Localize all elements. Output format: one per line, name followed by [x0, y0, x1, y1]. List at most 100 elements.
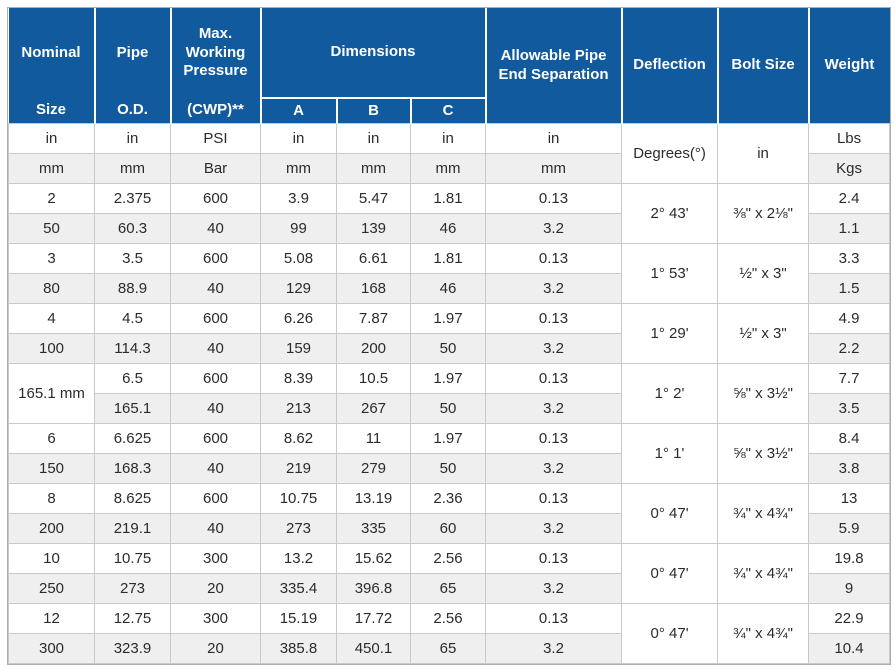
- cell-od-in: 10.75: [94, 543, 171, 574]
- cell-cwp-in: 600: [170, 483, 261, 514]
- cell-weight-lbs: 2.4: [808, 183, 891, 214]
- cell-sep-in: 0.13: [485, 303, 623, 334]
- cell-nominal-merged: 165.1 mm: [8, 363, 95, 424]
- cell-cwp-mm: 40: [170, 513, 261, 544]
- cell-od-in: 8.625: [94, 483, 171, 514]
- cell-cwp-in: 600: [170, 363, 261, 394]
- cell-deflection: 1° 2': [621, 363, 719, 424]
- cell-weight-lbs: 3.3: [808, 243, 891, 274]
- cell-bolt-size: ½" x 3": [717, 303, 810, 364]
- cell-a-in: 6.26: [260, 303, 337, 334]
- unit-separation-mm: mm: [485, 153, 623, 184]
- header-pipe-label: Pipe: [116, 43, 149, 61]
- cell-a-mm: 213: [260, 393, 337, 424]
- header-nominal-label: Nominal: [21, 43, 81, 61]
- cell-nominal-mm: 80: [8, 273, 95, 304]
- unit-row-inch: in in PSI in in in in Degrees(°) in Lbs: [8, 123, 891, 184]
- header-dim-a: A: [259, 97, 337, 124]
- spec-row-inch: 8 8.625 600 10.75 13.19 2.36 0.13 0° 47' ¾" x 4¾…: [8, 483, 891, 544]
- unit-bolt-in: in: [717, 123, 810, 184]
- cell-nominal-in: 8: [8, 483, 95, 514]
- cell-c-in: 2.36: [409, 483, 487, 514]
- cell-b-in: 11: [336, 423, 411, 454]
- cell-sep-in: 0.13: [485, 183, 623, 214]
- spec-row-mm: 200 219.1 40 273 335 60 3.2 5.9: [8, 513, 891, 544]
- unit-deflection-degrees: Degrees(°): [621, 123, 719, 184]
- spec-row-inch: 2 2.375 600 3.9 5.47 1.81 0.13 2° 43' ⅜" x 2⅛" 2.…: [8, 183, 891, 244]
- cell-weight-lbs: 13: [808, 483, 891, 514]
- cell-b-in: 10.5: [336, 363, 411, 394]
- cell-od-in: 4.5: [94, 303, 171, 334]
- header-dim-c: C: [409, 97, 486, 124]
- cell-od-mm: 114.3: [94, 333, 171, 364]
- spec-row-inch: 10 10.75 300 13.2 15.62 2.56 0.13 0° 47' ¾" x 4¾…: [8, 543, 891, 604]
- cell-a-in: 5.08: [260, 243, 337, 274]
- cell-nominal-in: 2: [8, 183, 95, 214]
- cell-cwp-in: 600: [170, 303, 261, 334]
- cell-weight-kgs: 2.2: [808, 333, 891, 364]
- cell-c-in: 1.97: [409, 423, 487, 454]
- cell-nominal-mm: 100: [8, 333, 95, 364]
- cell-sep-in: 0.13: [485, 243, 623, 274]
- cell-weight-lbs: 4.9: [808, 303, 891, 334]
- cell-weight-lbs: 22.9: [808, 603, 891, 634]
- spec-row-inch: 6 6.625 600 8.62 11 1.97 0.13 1° 1' ⅝" x 3½" 8.4: [8, 423, 891, 484]
- cell-nominal-mm: 250: [8, 573, 95, 604]
- cell-b-mm: 168: [336, 273, 411, 304]
- header-size-label: Size: [35, 101, 66, 119]
- header-dim-b: B: [335, 97, 411, 124]
- cell-sep-mm: 3.2: [485, 513, 623, 544]
- cell-cwp-mm: 40: [170, 273, 261, 304]
- cell-bolt-size: ¾" x 4¾": [717, 603, 810, 664]
- cell-od-mm: 165.1: [94, 393, 171, 424]
- cell-od-mm: 273: [94, 573, 171, 604]
- unit-weight-kgs: Kgs: [808, 153, 891, 184]
- cell-deflection: 2° 43': [621, 183, 719, 244]
- cell-weight-lbs: 7.7: [808, 363, 891, 394]
- cell-cwp-mm: 40: [170, 453, 261, 484]
- spec-row-mm: 165.1 40 213 267 50 3.2 3.5: [8, 393, 891, 424]
- cell-nominal-mm: 300: [8, 633, 95, 664]
- cell-weight-kgs: 9: [808, 573, 891, 604]
- cell-sep-in: 0.13: [485, 363, 623, 394]
- cell-weight-kgs: 5.9: [808, 513, 891, 544]
- cell-weight-kgs: 1.1: [808, 213, 891, 244]
- cell-weight-kgs: 3.8: [808, 453, 891, 484]
- unit-od-in: in: [94, 123, 171, 154]
- cell-a-in: 3.9: [260, 183, 337, 214]
- cell-b-in: 13.19: [336, 483, 411, 514]
- cell-b-in: 6.61: [336, 243, 411, 274]
- cell-a-mm: 99: [260, 213, 337, 244]
- cell-sep-in: 0.13: [485, 543, 623, 574]
- cell-od-mm: 219.1: [94, 513, 171, 544]
- unit-pressure-psi: PSI: [170, 123, 261, 154]
- cell-cwp-mm: 40: [170, 213, 261, 244]
- cell-bolt-size: ⅜" x 2⅛": [717, 183, 810, 244]
- cell-a-mm: 159: [260, 333, 337, 364]
- unit-a-in: in: [260, 123, 337, 154]
- unit-b-mm: mm: [336, 153, 411, 184]
- cell-od-mm: 323.9: [94, 633, 171, 664]
- cell-deflection: 1° 53': [621, 243, 719, 304]
- cell-od-mm: 168.3: [94, 453, 171, 484]
- cell-sep-mm: 3.2: [485, 273, 623, 304]
- cell-sep-in: 0.13: [485, 483, 623, 514]
- cell-a-in: 10.75: [260, 483, 337, 514]
- cell-c-mm: 65: [409, 573, 487, 604]
- cell-a-in: 8.62: [260, 423, 337, 454]
- cell-nominal-mm: 50: [8, 213, 95, 244]
- cell-deflection: 0° 47': [621, 603, 719, 664]
- cell-b-mm: 267: [336, 393, 411, 424]
- cell-cwp-in: 600: [170, 423, 261, 454]
- cell-sep-mm: 3.2: [485, 453, 623, 484]
- cell-a-in: 15.19: [260, 603, 337, 634]
- header-cwp-label: (CWP)**: [187, 101, 244, 119]
- header-pipe-od: Pipe O.D.: [93, 8, 171, 124]
- cell-od-in: 2.375: [94, 183, 171, 214]
- unit-pressure-bar: Bar: [170, 153, 261, 184]
- cell-od-in: 6.5: [94, 363, 171, 394]
- cell-weight-kgs: 10.4: [808, 633, 891, 664]
- spec-row-inch: 12 12.75 300 15.19 17.72 2.56 0.13 0° 47' ¾" x 4…: [8, 603, 891, 664]
- cell-sep-mm: 3.2: [485, 393, 623, 424]
- cell-nominal-in: 10: [8, 543, 95, 574]
